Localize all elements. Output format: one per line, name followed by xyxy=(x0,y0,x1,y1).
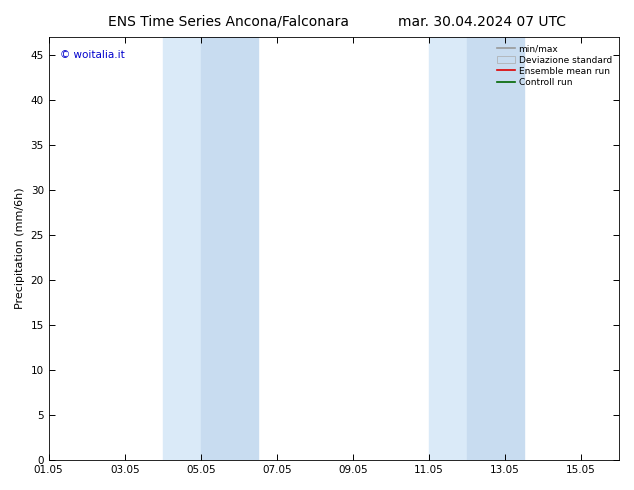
Legend: min/max, Deviazione standard, Ensemble mean run, Controll run: min/max, Deviazione standard, Ensemble m… xyxy=(494,42,614,90)
Text: © woitalia.it: © woitalia.it xyxy=(60,50,125,60)
Text: ENS Time Series Ancona/Falconara: ENS Time Series Ancona/Falconara xyxy=(108,15,349,29)
Bar xyxy=(467,37,524,460)
Y-axis label: Precipitation (mm/6h): Precipitation (mm/6h) xyxy=(15,188,25,309)
Text: mar. 30.04.2024 07 UTC: mar. 30.04.2024 07 UTC xyxy=(398,15,566,29)
Bar xyxy=(201,37,258,460)
Bar xyxy=(163,37,201,460)
Bar xyxy=(429,37,467,460)
